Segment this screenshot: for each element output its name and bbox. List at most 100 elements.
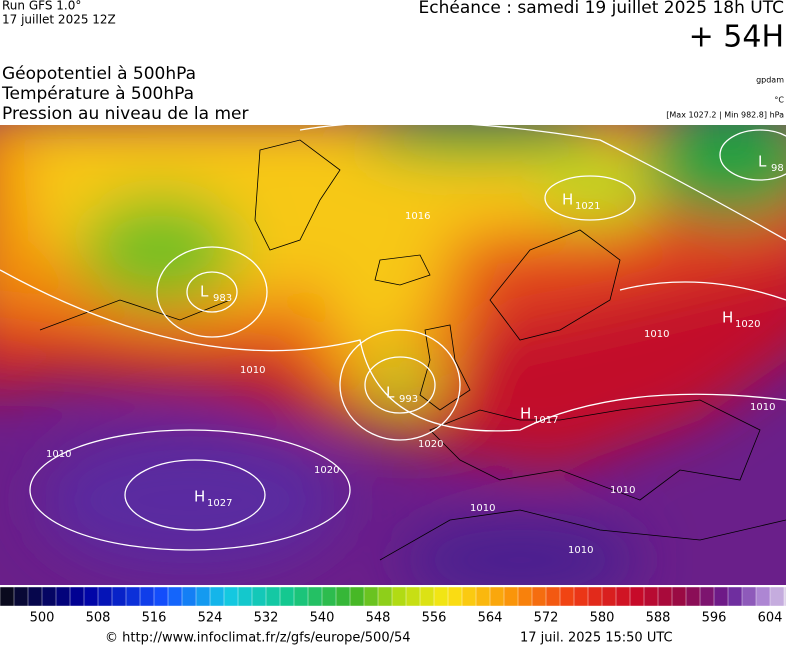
color-swatch (321, 586, 337, 607)
color-swatch (601, 586, 617, 607)
color-swatch (629, 586, 645, 607)
pressure-value: 1027 (207, 498, 232, 509)
color-swatch (741, 586, 757, 607)
run-label: Run GFS 1.0° (2, 0, 81, 13)
color-swatch (153, 586, 169, 607)
pressure-center: H (562, 191, 573, 209)
color-swatch (391, 586, 407, 607)
color-swatch (531, 586, 547, 607)
color-swatch (27, 586, 43, 607)
colorbar-tick-label: 500 (30, 611, 55, 626)
colorbar-tick-label: 556 (422, 611, 447, 626)
color-swatch (573, 586, 589, 607)
color-swatch (167, 586, 183, 607)
color-swatch (349, 586, 365, 607)
lead-time: + 54H (689, 20, 784, 55)
color-swatch (489, 586, 505, 607)
color-swatch (181, 586, 197, 607)
unit-label: [Max 1027.2 | Min 982.8] hPa (666, 111, 784, 120)
unit-label: °C (774, 96, 784, 105)
color-swatch (699, 586, 715, 607)
color-swatch (433, 586, 449, 607)
colorbar-tick-label: 524 (198, 611, 223, 626)
color-swatch (335, 586, 351, 607)
colorbar-tick-label: 604 (758, 611, 783, 626)
color-swatch (41, 586, 57, 607)
color-swatch (251, 586, 267, 607)
color-swatch (279, 586, 295, 607)
colorbar-tick-label: 516 (142, 611, 167, 626)
color-swatch (363, 586, 379, 607)
colorbar-tick-label: 580 (590, 611, 615, 626)
color-swatch (643, 586, 659, 607)
isobar-label: 1010 (750, 402, 775, 413)
colorbar-tick-label: 532 (254, 611, 279, 626)
color-swatch (447, 586, 463, 607)
color-swatch (755, 586, 771, 607)
field-title: Géopotentiel à 500hPa (2, 64, 196, 84)
color-swatch (587, 586, 603, 607)
color-swatch (265, 586, 281, 607)
color-swatch (111, 586, 127, 607)
color-swatch (727, 586, 743, 607)
color-swatch (615, 586, 631, 607)
isobar-label: 1010 (240, 365, 265, 376)
color-swatch (307, 586, 323, 607)
pressure-center: H (722, 309, 733, 327)
forecast-time: Echéance : samedi 19 juillet 2025 18h UT… (419, 0, 784, 18)
isobar-label: 1010 (644, 329, 669, 340)
map-field (0, 125, 786, 585)
color-swatch (713, 586, 729, 607)
color-swatch (97, 586, 113, 607)
color-swatch (657, 586, 673, 607)
colorbar: 500 508 516 524 532 540 548 556 564 572 580 588 596 6… (0, 586, 786, 626)
color-swatch (195, 586, 211, 607)
pressure-center: H (194, 488, 205, 506)
isobar-label: 1020 (418, 439, 443, 450)
pressure-center: L (200, 283, 209, 301)
color-swatch (377, 586, 393, 607)
run-date: 17 juillet 2025 12Z (2, 13, 116, 27)
color-swatch (769, 586, 785, 607)
color-swatch (69, 586, 85, 607)
isobar-label: 1020 (314, 465, 339, 476)
color-swatch (461, 586, 477, 607)
pressure-value: 98 (771, 163, 784, 174)
isobar-label: 1010 (610, 485, 635, 496)
colorbar-tick-label: 588 (646, 611, 671, 626)
colorbar-tick-label: 540 (310, 611, 335, 626)
pressure-value: 993 (399, 394, 418, 405)
color-swatch (0, 586, 15, 607)
color-swatch (237, 586, 253, 607)
color-swatch (783, 586, 786, 607)
color-swatch (55, 586, 71, 607)
color-swatch (475, 586, 491, 607)
colorbar-tick-label: 548 (366, 611, 391, 626)
color-swatch (223, 586, 239, 607)
color-swatch (685, 586, 701, 607)
field-title: Pression au niveau de la mer (2, 104, 248, 124)
color-swatch (293, 586, 309, 607)
pressure-center: L (386, 384, 395, 402)
pressure-center: H (520, 405, 531, 423)
pressure-value: 983 (213, 293, 232, 304)
color-swatch (503, 586, 519, 607)
color-swatch (671, 586, 687, 607)
colorbar-tick-label: 508 (86, 611, 111, 626)
color-swatch (83, 586, 99, 607)
color-swatch (139, 586, 155, 607)
field-title: Température à 500hPa (1, 84, 194, 104)
source-url: © http://www.infoclimat.fr/z/gfs/europe/… (105, 631, 411, 646)
pressure-value: 1017 (533, 415, 558, 426)
color-swatch (517, 586, 533, 607)
isobar-label: 1010 (470, 503, 495, 514)
color-swatch (125, 586, 141, 607)
colorbar-tick-label: 564 (478, 611, 503, 626)
color-swatch (419, 586, 435, 607)
pressure-value: 1021 (575, 201, 600, 212)
pressure-value: 1020 (735, 319, 760, 330)
color-swatch (13, 586, 29, 607)
pressure-center: L (758, 153, 767, 171)
color-swatch (405, 586, 421, 607)
